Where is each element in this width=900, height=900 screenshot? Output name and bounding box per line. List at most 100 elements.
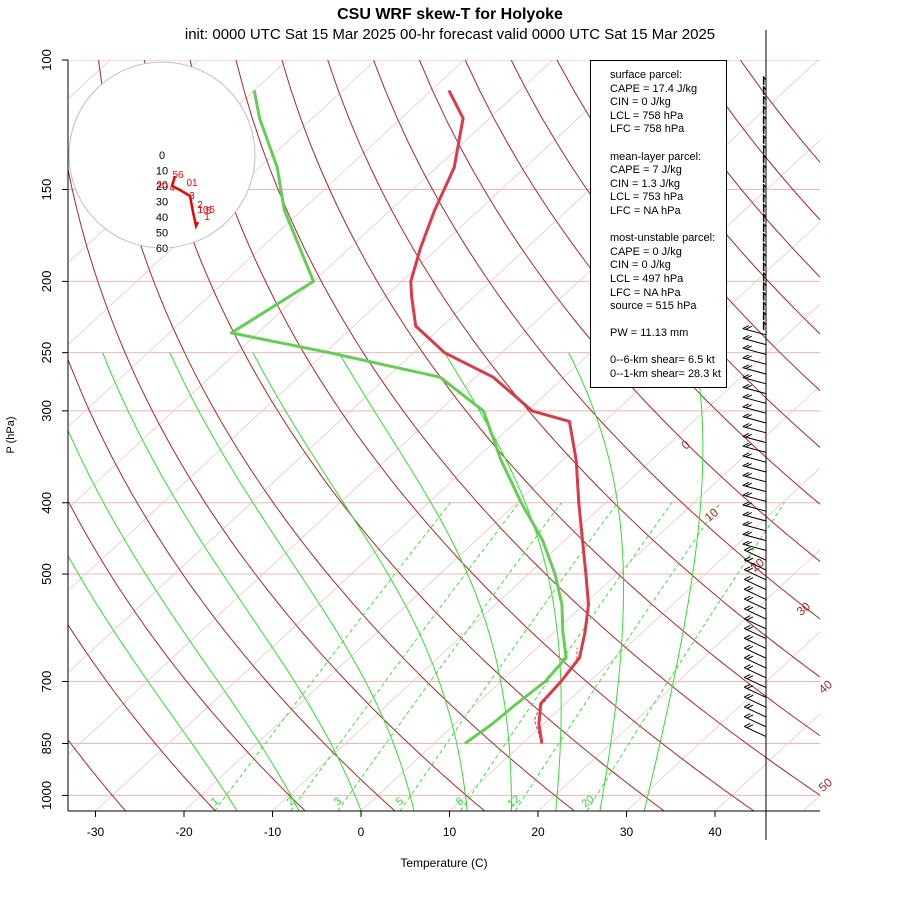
surface-cape: CAPE = 17.4 J/kg <box>610 82 698 95</box>
moist-adiabat-line <box>68 554 238 811</box>
wind-barb-flag <box>745 365 752 370</box>
wind-barb-flag <box>742 501 750 506</box>
wind-barb <box>744 549 767 561</box>
x-tick-label: -20 <box>175 825 193 839</box>
wind-barb <box>744 706 767 718</box>
wind-barb <box>744 579 767 591</box>
wind-barb <box>742 455 767 463</box>
most-unstable-lfc: LFC = NA hPa <box>610 286 681 299</box>
wind-barb-flag <box>742 442 750 447</box>
hodograph-point-label: 4 <box>169 183 175 194</box>
wind-barb-flag <box>746 714 754 719</box>
dry-adiabat-label: 50 <box>816 775 835 795</box>
surface-lcl: LCL = 758 hPa <box>610 109 684 122</box>
y-tick-label: 700 <box>39 671 54 693</box>
wind-barb <box>742 328 767 336</box>
wind-barb-flag <box>745 531 752 536</box>
wind-barb <box>742 416 767 424</box>
wind-barb-flag <box>744 634 751 639</box>
wind-barb <box>744 696 767 708</box>
dewpoint-profile-line <box>229 90 568 745</box>
wind-barb <box>744 588 767 600</box>
wind-barb-flag <box>745 463 752 468</box>
wind-barb <box>744 716 767 728</box>
wind-barb-flag <box>746 587 754 591</box>
wind-barb <box>742 367 767 375</box>
surface-cin: CIN = 0 J/kg <box>610 96 671 109</box>
wind-barb <box>742 514 767 522</box>
moist-adiabat-line <box>169 352 415 811</box>
isotherm-line <box>68 60 642 592</box>
x-tick-label: -10 <box>264 825 282 839</box>
wind-barb-flag <box>744 585 751 590</box>
shear-0-1km: 0--1-km shear= 28.3 kt <box>610 368 721 381</box>
wind-barb-flag <box>745 394 752 399</box>
wind-barb <box>742 357 767 365</box>
wind-barb-flag <box>745 423 752 428</box>
y-axis-label: P (hPa) <box>5 416 17 453</box>
wind-barb-flag <box>744 576 751 580</box>
wind-barb-flag <box>742 540 750 545</box>
wind-barb-flag <box>744 615 751 620</box>
wind-barb <box>744 559 767 571</box>
wind-barb-flag <box>746 665 754 670</box>
hodograph-point-label: 1 <box>204 212 210 223</box>
mean-layer-lfc: LFC = NA hPa <box>610 204 681 217</box>
wind-barb <box>744 726 767 738</box>
x-axis-label: Temperature (C) <box>400 856 487 870</box>
wind-barb-flag <box>746 626 754 631</box>
wind-barb-flag <box>742 383 750 388</box>
hodograph-point-label: 2 <box>197 200 203 211</box>
isotherm-line <box>68 60 465 428</box>
chart-subtitle: init: 0000 UTC Sat 15 Mar 2025 00-hr for… <box>184 26 716 43</box>
y-tick-label: 100 <box>39 49 54 71</box>
wind-barb-flag <box>744 605 751 610</box>
hodograph-point-label: 10 <box>197 205 209 216</box>
wind-barb-flag <box>742 413 750 418</box>
dry-adiabat-label: 40 <box>816 677 835 697</box>
wind-barb-flag <box>745 482 752 487</box>
wind-barb <box>744 677 767 689</box>
isotherm-line <box>68 60 553 510</box>
wind-barb <box>742 347 767 355</box>
wind-barb-flag <box>745 345 752 350</box>
wind-barb-flag <box>742 472 750 477</box>
wind-barb-flag <box>746 694 754 699</box>
parcel-trace-line <box>533 647 578 744</box>
wind-barb-flag <box>746 567 754 572</box>
wind-barb-flag <box>744 566 751 571</box>
wind-barb-flag <box>742 481 750 486</box>
hodograph-point-label: 5 <box>209 205 215 216</box>
dry-adiabat-line <box>281 60 820 737</box>
wind-barb-flag <box>744 546 751 551</box>
isotherm-line <box>449 467 820 811</box>
moist-adiabat-line <box>252 352 468 811</box>
dry-adiabat-line <box>68 166 486 811</box>
moist-adiabat-line <box>102 352 362 811</box>
wind-barb-flag <box>746 596 754 601</box>
wind-barb-flag <box>744 693 751 698</box>
x-tick-label: 30 <box>620 825 634 839</box>
wind-barb-flag <box>746 704 754 709</box>
wind-barb <box>744 657 767 669</box>
wind-barb-flag <box>745 512 752 517</box>
surface-lfc: LFC = 758 hPa <box>610 123 685 136</box>
y-tick-label: 300 <box>39 400 54 422</box>
hodograph-ring-label: 10 <box>156 166 168 178</box>
isotherm-line <box>95 139 820 811</box>
x-tick-label: 40 <box>708 825 722 839</box>
wind-barb-flag <box>744 654 751 659</box>
wind-barb <box>742 504 767 512</box>
wind-barb <box>742 396 767 404</box>
wind-barb-flag <box>745 453 752 458</box>
temperature-profile-line <box>409 89 590 744</box>
wind-barb-flag <box>744 713 751 718</box>
wind-barb-flag <box>745 433 752 438</box>
mean-layer-lcl: LCL = 753 hPa <box>610 191 684 204</box>
hodograph-trace <box>170 175 200 230</box>
hodograph-ring-label: 20 <box>156 181 168 193</box>
wind-barb-flag <box>746 616 754 621</box>
wind-barb-flag <box>745 492 752 497</box>
wind-barb-flag <box>746 655 754 660</box>
wind-barb-flag <box>746 645 754 650</box>
